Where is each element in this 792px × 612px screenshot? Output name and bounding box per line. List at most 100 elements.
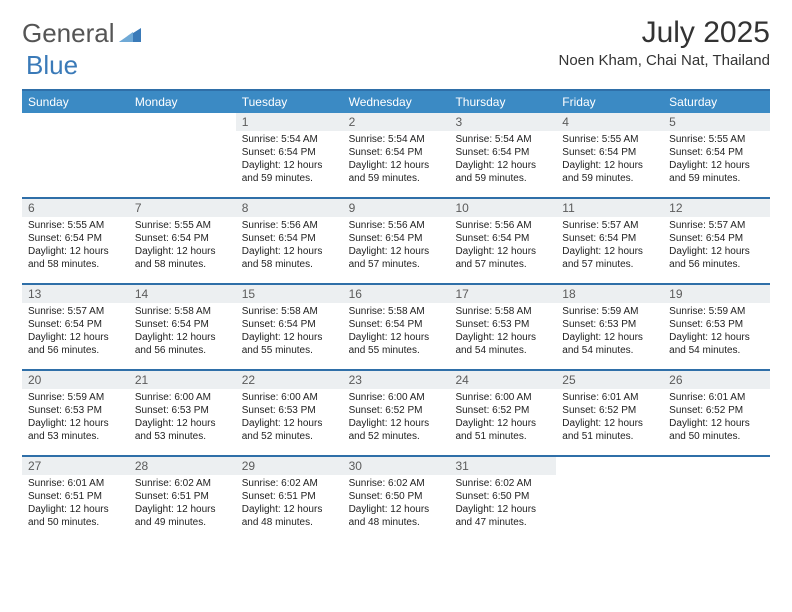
day-number: 6	[22, 199, 129, 217]
day-cell: 15Sunrise: 5:58 AMSunset: 6:54 PMDayligh…	[236, 285, 343, 369]
sunset-text: Sunset: 6:54 PM	[349, 318, 444, 331]
sunrise-text: Sunrise: 5:57 AM	[28, 305, 123, 318]
sunset-text: Sunset: 6:54 PM	[28, 318, 123, 331]
day-cell: 30Sunrise: 6:02 AMSunset: 6:50 PMDayligh…	[343, 457, 450, 541]
calendar-page: General July 2025 Noen Kham, Chai Nat, T…	[0, 0, 792, 551]
day-cell: 9Sunrise: 5:56 AMSunset: 6:54 PMDaylight…	[343, 199, 450, 283]
sunset-text: Sunset: 6:54 PM	[349, 146, 444, 159]
daylight-text: Daylight: 12 hours and 51 minutes.	[455, 417, 550, 443]
heading: July 2025 Noen Kham, Chai Nat, Thailand	[558, 18, 770, 69]
sunset-text: Sunset: 6:53 PM	[135, 404, 230, 417]
sunrise-text: Sunrise: 5:55 AM	[669, 133, 764, 146]
day-cell: 13Sunrise: 5:57 AMSunset: 6:54 PMDayligh…	[22, 285, 129, 369]
logo-text-general: General	[22, 18, 115, 49]
daylight-text: Daylight: 12 hours and 48 minutes.	[242, 503, 337, 529]
day-cell	[663, 457, 770, 541]
sunrise-text: Sunrise: 5:54 AM	[349, 133, 444, 146]
daylight-text: Daylight: 12 hours and 57 minutes.	[562, 245, 657, 271]
day-number: 9	[343, 199, 450, 217]
day-cell: 26Sunrise: 6:01 AMSunset: 6:52 PMDayligh…	[663, 371, 770, 455]
day-number: 20	[22, 371, 129, 389]
day-cell: 28Sunrise: 6:02 AMSunset: 6:51 PMDayligh…	[129, 457, 236, 541]
day-cell: 19Sunrise: 5:59 AMSunset: 6:53 PMDayligh…	[663, 285, 770, 369]
day-cell: 6Sunrise: 5:55 AMSunset: 6:54 PMDaylight…	[22, 199, 129, 283]
day-number: 21	[129, 371, 236, 389]
weekday-header: Saturday	[663, 91, 770, 113]
day-details: Sunrise: 5:58 AMSunset: 6:54 PMDaylight:…	[343, 303, 450, 361]
week-row: 6Sunrise: 5:55 AMSunset: 6:54 PMDaylight…	[22, 197, 770, 283]
daylight-text: Daylight: 12 hours and 52 minutes.	[349, 417, 444, 443]
sunset-text: Sunset: 6:54 PM	[349, 232, 444, 245]
daylight-text: Daylight: 12 hours and 56 minutes.	[135, 331, 230, 357]
day-cell: 16Sunrise: 5:58 AMSunset: 6:54 PMDayligh…	[343, 285, 450, 369]
sunrise-text: Sunrise: 5:56 AM	[455, 219, 550, 232]
sunset-text: Sunset: 6:50 PM	[349, 490, 444, 503]
sunrise-text: Sunrise: 6:02 AM	[135, 477, 230, 490]
day-details: Sunrise: 5:56 AMSunset: 6:54 PMDaylight:…	[449, 217, 556, 275]
sunset-text: Sunset: 6:53 PM	[669, 318, 764, 331]
day-number: 12	[663, 199, 770, 217]
day-number: 14	[129, 285, 236, 303]
sunset-text: Sunset: 6:54 PM	[242, 318, 337, 331]
day-details: Sunrise: 5:59 AMSunset: 6:53 PMDaylight:…	[556, 303, 663, 361]
sunset-text: Sunset: 6:54 PM	[28, 232, 123, 245]
day-cell: 23Sunrise: 6:00 AMSunset: 6:52 PMDayligh…	[343, 371, 450, 455]
weekday-header: Sunday	[22, 91, 129, 113]
day-number: 28	[129, 457, 236, 475]
month-title: July 2025	[558, 18, 770, 48]
daylight-text: Daylight: 12 hours and 59 minutes.	[669, 159, 764, 185]
daylight-text: Daylight: 12 hours and 57 minutes.	[455, 245, 550, 271]
daylight-text: Daylight: 12 hours and 53 minutes.	[28, 417, 123, 443]
sunrise-text: Sunrise: 5:54 AM	[242, 133, 337, 146]
daylight-text: Daylight: 12 hours and 58 minutes.	[242, 245, 337, 271]
day-number: 19	[663, 285, 770, 303]
day-details: Sunrise: 6:00 AMSunset: 6:52 PMDaylight:…	[343, 389, 450, 447]
day-details: Sunrise: 5:54 AMSunset: 6:54 PMDaylight:…	[449, 131, 556, 189]
sunset-text: Sunset: 6:54 PM	[242, 146, 337, 159]
sunrise-text: Sunrise: 5:58 AM	[349, 305, 444, 318]
day-cell: 24Sunrise: 6:00 AMSunset: 6:52 PMDayligh…	[449, 371, 556, 455]
day-number: 27	[22, 457, 129, 475]
daylight-text: Daylight: 12 hours and 57 minutes.	[349, 245, 444, 271]
day-number: 30	[343, 457, 450, 475]
weekday-header: Wednesday	[343, 91, 450, 113]
daylight-text: Daylight: 12 hours and 51 minutes.	[562, 417, 657, 443]
daylight-text: Daylight: 12 hours and 59 minutes.	[455, 159, 550, 185]
day-cell: 4Sunrise: 5:55 AMSunset: 6:54 PMDaylight…	[556, 113, 663, 197]
day-details: Sunrise: 5:54 AMSunset: 6:54 PMDaylight:…	[343, 131, 450, 189]
daylight-text: Daylight: 12 hours and 59 minutes.	[242, 159, 337, 185]
sunset-text: Sunset: 6:54 PM	[455, 146, 550, 159]
day-number: 5	[663, 113, 770, 131]
day-details: Sunrise: 5:58 AMSunset: 6:54 PMDaylight:…	[236, 303, 343, 361]
week-row: 27Sunrise: 6:01 AMSunset: 6:51 PMDayligh…	[22, 455, 770, 541]
day-number: 16	[343, 285, 450, 303]
day-cell: 10Sunrise: 5:56 AMSunset: 6:54 PMDayligh…	[449, 199, 556, 283]
day-details: Sunrise: 5:57 AMSunset: 6:54 PMDaylight:…	[663, 217, 770, 275]
day-cell	[556, 457, 663, 541]
day-number: 1	[236, 113, 343, 131]
day-details: Sunrise: 5:55 AMSunset: 6:54 PMDaylight:…	[663, 131, 770, 189]
day-number: 17	[449, 285, 556, 303]
day-number: 25	[556, 371, 663, 389]
day-number: 26	[663, 371, 770, 389]
day-details: Sunrise: 5:58 AMSunset: 6:53 PMDaylight:…	[449, 303, 556, 361]
weeks-container: 1Sunrise: 5:54 AMSunset: 6:54 PMDaylight…	[22, 113, 770, 541]
day-cell: 22Sunrise: 6:00 AMSunset: 6:53 PMDayligh…	[236, 371, 343, 455]
day-details: Sunrise: 6:02 AMSunset: 6:50 PMDaylight:…	[449, 475, 556, 533]
sunrise-text: Sunrise: 6:01 AM	[562, 391, 657, 404]
sunset-text: Sunset: 6:52 PM	[669, 404, 764, 417]
daylight-text: Daylight: 12 hours and 54 minutes.	[455, 331, 550, 357]
week-row: 20Sunrise: 5:59 AMSunset: 6:53 PMDayligh…	[22, 369, 770, 455]
sunrise-text: Sunrise: 6:00 AM	[242, 391, 337, 404]
day-details: Sunrise: 5:59 AMSunset: 6:53 PMDaylight:…	[663, 303, 770, 361]
sunrise-text: Sunrise: 5:55 AM	[28, 219, 123, 232]
day-details: Sunrise: 5:55 AMSunset: 6:54 PMDaylight:…	[556, 131, 663, 189]
day-details: Sunrise: 5:56 AMSunset: 6:54 PMDaylight:…	[236, 217, 343, 275]
sunrise-text: Sunrise: 5:58 AM	[455, 305, 550, 318]
daylight-text: Daylight: 12 hours and 58 minutes.	[135, 245, 230, 271]
sunset-text: Sunset: 6:53 PM	[562, 318, 657, 331]
sunrise-text: Sunrise: 5:58 AM	[135, 305, 230, 318]
week-row: 1Sunrise: 5:54 AMSunset: 6:54 PMDaylight…	[22, 113, 770, 197]
daylight-text: Daylight: 12 hours and 52 minutes.	[242, 417, 337, 443]
day-cell: 1 Sunrise: 5:54 AMSunset: 6:54 PMDaylight…	[236, 113, 343, 197]
